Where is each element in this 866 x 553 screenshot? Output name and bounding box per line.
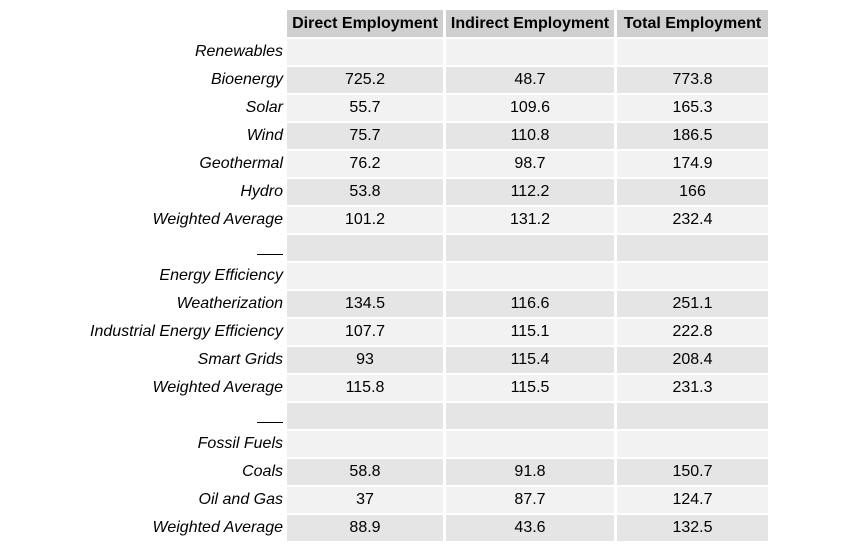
cell-direct: 55.7: [287, 95, 443, 121]
cell-direct: 101.2: [287, 207, 443, 233]
row-label: Oil and Gas: [198, 491, 283, 508]
cell-direct: 107.7: [287, 319, 443, 345]
row-label: Smart Grids: [197, 351, 283, 368]
row-label: Hydro: [240, 183, 283, 200]
cell-indirect: 112.2: [446, 179, 614, 205]
row-label: Weighted Average: [152, 211, 283, 228]
cell-total: 232.4: [617, 207, 768, 233]
column-header-direct: Direct Employment: [287, 10, 443, 37]
table-row: Smart Grids 93 115.4 208.4: [0, 346, 771, 374]
cell-indirect: 87.7: [446, 487, 614, 513]
table-row: Industrial Energy Efficiency 107.7 115.1…: [0, 318, 771, 346]
row-label: Weighted Average: [152, 379, 283, 396]
cell-indirect: 110.8: [446, 123, 614, 149]
cell-direct: 93: [287, 347, 443, 373]
separator-line: [0, 402, 287, 430]
cell-direct: [287, 431, 443, 457]
cell-total: [617, 235, 768, 261]
table-row: Weighted Average 115.8 115.5 231.3: [0, 374, 771, 402]
table-row: Wind 75.7 110.8 186.5: [0, 122, 771, 150]
cell-indirect: [446, 431, 614, 457]
cell-indirect: 48.7: [446, 67, 614, 93]
section-label-fossil-fuels: Fossil Fuels: [197, 435, 283, 452]
cell-total: 150.7: [617, 459, 768, 485]
row-label: Geothermal: [199, 155, 283, 172]
cell-direct: [287, 403, 443, 429]
table-row: Energy Efficiency: [0, 262, 771, 290]
section-label-renewables: Renewables: [194, 43, 283, 60]
cell-total: 208.4: [617, 347, 768, 373]
cell-total: 174.9: [617, 151, 768, 177]
separator-row: [0, 402, 771, 430]
table-row: Weighted Average 88.9 43.6 132.5: [0, 514, 771, 542]
cell-total: 132.5: [617, 515, 768, 541]
row-label: Wind: [246, 127, 283, 144]
cell-total: [617, 263, 768, 289]
cell-total: 166: [617, 179, 768, 205]
cell-indirect: 115.4: [446, 347, 614, 373]
cell-direct: 53.8: [287, 179, 443, 205]
row-label: Coals: [242, 463, 283, 480]
row-label: Weighted Average: [152, 519, 283, 536]
table-row: Fossil Fuels: [0, 430, 771, 458]
cell-indirect: 98.7: [446, 151, 614, 177]
cell-direct: 75.7: [287, 123, 443, 149]
table-row: Coals 58.8 91.8 150.7: [0, 458, 771, 486]
separator-row: [0, 234, 771, 262]
cell-direct: 88.9: [287, 515, 443, 541]
cell-direct: [287, 235, 443, 261]
row-label: Solar: [245, 99, 283, 116]
cell-indirect: 109.6: [446, 95, 614, 121]
table-header-row: Direct Employment Indirect Employment To…: [0, 9, 771, 38]
cell-direct: 76.2: [287, 151, 443, 177]
column-header-indirect: Indirect Employment: [446, 10, 614, 37]
cell-indirect: 43.6: [446, 515, 614, 541]
row-label: Industrial Energy Efficiency: [90, 323, 283, 340]
cell-total: 231.3: [617, 375, 768, 401]
table-row: Bioenergy 725.2 48.7 773.8: [0, 66, 771, 94]
cell-total: 186.5: [617, 123, 768, 149]
cell-direct: 37: [287, 487, 443, 513]
cell-total: 124.7: [617, 487, 768, 513]
cell-indirect: [446, 235, 614, 261]
cell-direct: 134.5: [287, 291, 443, 317]
cell-total: 251.1: [617, 291, 768, 317]
cell-indirect: 115.1: [446, 319, 614, 345]
column-header-total: Total Employment: [617, 10, 768, 37]
cell-indirect: 91.8: [446, 459, 614, 485]
cell-direct: 115.8: [287, 375, 443, 401]
table-row: Weighted Average 101.2 131.2 232.4: [0, 206, 771, 234]
cell-indirect: 131.2: [446, 207, 614, 233]
cell-indirect: [446, 39, 614, 65]
cell-total: [617, 403, 768, 429]
cell-total: 165.3: [617, 95, 768, 121]
employment-table: Direct Employment Indirect Employment To…: [0, 9, 771, 542]
cell-total: [617, 39, 768, 65]
table-row: Solar 55.7 109.6 165.3: [0, 94, 771, 122]
cell-total: [617, 431, 768, 457]
table-row: Geothermal 76.2 98.7 174.9: [0, 150, 771, 178]
table-row: Renewables: [0, 38, 771, 66]
cell-indirect: 116.6: [446, 291, 614, 317]
separator-line: [0, 234, 287, 262]
row-label: Bioenergy: [210, 71, 283, 88]
cell-total: 222.8: [617, 319, 768, 345]
section-label-energy-efficiency: Energy Efficiency: [159, 267, 283, 284]
table-row: Weatherization 134.5 116.6 251.1: [0, 290, 771, 318]
row-label: Weatherization: [176, 295, 283, 312]
cell-direct: 725.2: [287, 67, 443, 93]
table-row: Hydro 53.8 112.2 166: [0, 178, 771, 206]
header-corner: [0, 9, 287, 38]
cell-direct: [287, 263, 443, 289]
cell-total: 773.8: [617, 67, 768, 93]
cell-indirect: [446, 263, 614, 289]
cell-direct: 58.8: [287, 459, 443, 485]
cell-direct: [287, 39, 443, 65]
cell-indirect: 115.5: [446, 375, 614, 401]
table-row: Oil and Gas 37 87.7 124.7: [0, 486, 771, 514]
cell-indirect: [446, 403, 614, 429]
